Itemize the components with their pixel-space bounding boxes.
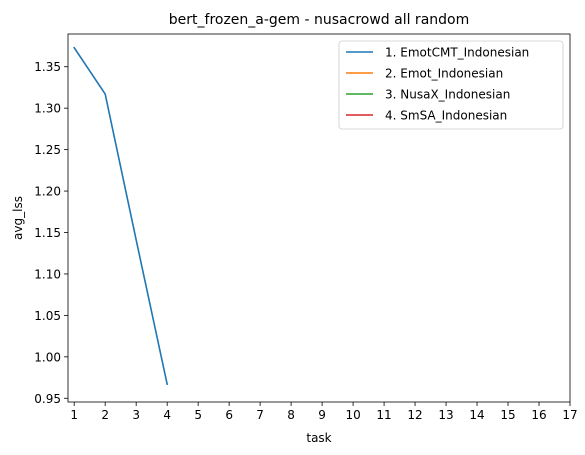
legend: 1. EmotCMT_Indonesian 2. Emot_Indonesian 3… [338,40,564,130]
x-tick-label: 15 [500,408,515,422]
y-tick-label: 1.20 [34,185,61,199]
x-tick-label: 12 [407,408,422,422]
chart-title: bert_frozen_a-gem - nusacrowd all random [169,12,469,28]
y-axis-label: avg_lss [11,196,25,240]
y-tick-label: 0.95 [34,392,61,406]
y-tick-label: 1.35 [34,60,61,74]
y-tick-label: 1.00 [34,350,61,364]
y-tick-label: 1.10 [34,267,61,281]
x-tick-label: 9 [318,408,326,422]
legend-entry-2: 2. Emot_Indonesian [385,67,503,81]
plot-lines [73,46,169,386]
x-tick-label: 4 [163,408,171,422]
x-axis-label: task [306,431,331,445]
y-tick-label: 1.15 [34,226,61,240]
y-axis-ticks: 0.95 1.00 1.05 1.10 1.15 1.20 1.25 1.30 1.35 [34,60,68,406]
x-tick-label: 7 [256,408,264,422]
x-tick-label: 16 [531,408,546,422]
x-tick-label: 3 [132,408,140,422]
x-tick-label: 13 [438,408,453,422]
y-tick-label: 1.30 [34,102,61,116]
y-tick-label: 1.05 [34,309,61,323]
x-tick-label: 1 [70,408,78,422]
x-tick-label: 6 [225,408,233,422]
x-tick-label: 11 [376,408,391,422]
x-tick-label: 17 [562,408,577,422]
x-tick-label: 10 [345,408,360,422]
x-tick-label: 14 [469,408,484,422]
y-tick-label: 1.25 [34,143,61,157]
legend-box [338,40,564,130]
plot-frame [67,33,571,403]
legend-entry-1: 1. EmotCMT_Indonesian [385,46,529,60]
x-tick-label: 5 [194,408,202,422]
x-tick-label: 2 [101,408,109,422]
x-axis-ticks: 1 2 3 4 5 6 7 8 9 10 11 12 13 14 15 16 17 [70,402,578,422]
x-tick-label: 8 [287,408,295,422]
legend-entry-4: 4. SmSA_Indonesian [385,109,507,123]
series-line-1 [73,46,169,386]
legend-entry-3: 3. NusaX_Indonesian [385,88,510,102]
